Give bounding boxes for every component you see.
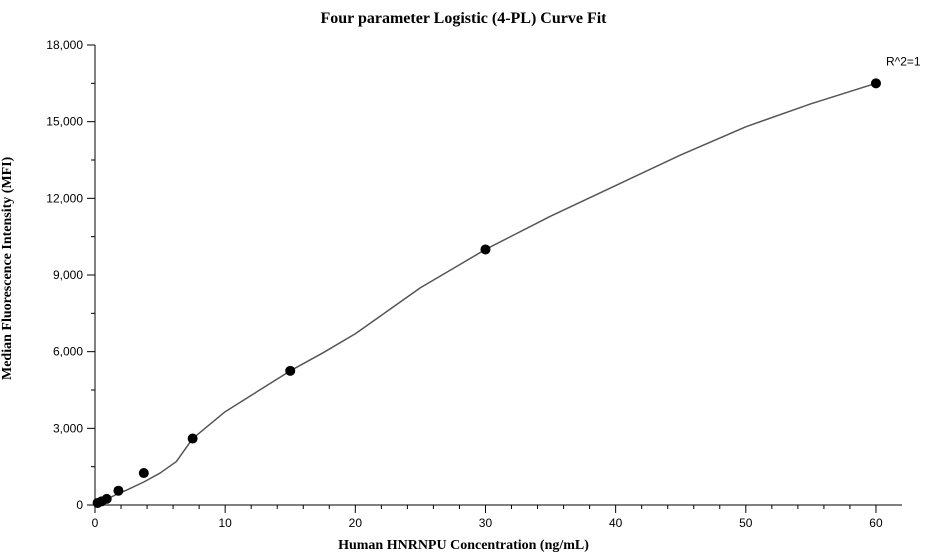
data-point [188,434,198,444]
data-point [102,494,112,504]
y-tick-label: 6,000 [53,345,83,359]
data-point [480,244,490,254]
chart-container: Four parameter Logistic (4-PL) Curve Fit… [0,0,927,560]
curve-group [98,83,876,503]
x-tick-label: 60 [869,516,883,530]
annotation-group: R^2=1 [886,54,921,68]
x-tick-label: 30 [479,516,493,530]
y-tick-label: 15,000 [46,115,83,129]
axes-group: 0 3,000 6,000 9,000 12,000 15,000 18,000 0 10 20 3… [46,38,902,530]
r-squared-annotation: R^2=1 [886,54,921,68]
x-tick-label: 10 [218,516,232,530]
data-point [871,78,881,88]
x-axis-label: Human HNRNPU Concentration (ng/mL) [0,538,927,554]
points-group [93,78,881,508]
chart-svg: 0 3,000 6,000 9,000 12,000 15,000 18,000 0 10 20 3… [0,0,927,560]
fit-curve [98,83,876,503]
y-axis-label: Median Fluorescence Intensity (MFI) [0,157,15,380]
y-axis-label-wrap: Median Fluorescence Intensity (MFI) [0,57,16,280]
y-tick-label: 9,000 [53,268,83,282]
y-tick-label: 3,000 [53,421,83,435]
data-point [139,468,149,478]
x-tick-label: 40 [609,516,623,530]
data-point [113,486,123,496]
y-tick-label: 18,000 [46,38,83,52]
x-tick-label: 0 [92,516,99,530]
data-point [285,366,295,376]
chart-title: Four parameter Logistic (4-PL) Curve Fit [0,10,927,28]
x-tick-label: 50 [739,516,753,530]
y-tick-label: 12,000 [46,191,83,205]
y-tick-label: 0 [76,498,83,512]
x-tick-label: 20 [349,516,363,530]
